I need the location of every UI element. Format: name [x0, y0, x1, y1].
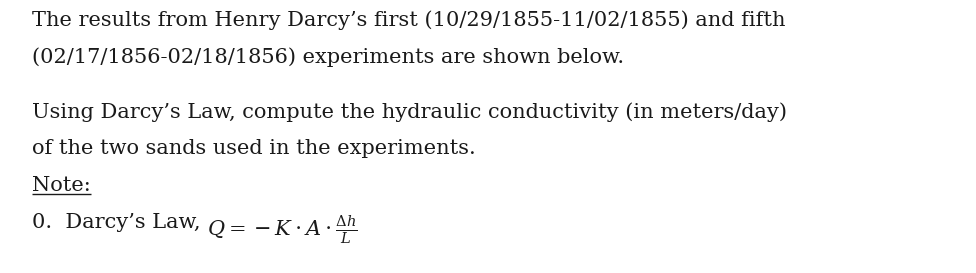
Text: Using Darcy’s Law, compute the hydraulic conductivity (in meters/day): Using Darcy’s Law, compute the hydraulic… [32, 102, 787, 122]
Text: Note:: Note: [32, 176, 91, 195]
Text: of the two sands used in the experiments.: of the two sands used in the experiments… [32, 139, 475, 158]
Text: The results from Henry Darcy’s first (10/29/1855-11/02/1855) and fifth: The results from Henry Darcy’s first (10… [32, 10, 786, 30]
Text: (02/17/1856-02/18/1856) experiments are shown below.: (02/17/1856-02/18/1856) experiments are … [32, 47, 624, 67]
Text: $Q = -K \cdot A \cdot \frac{\Delta h}{L}$: $Q = -K \cdot A \cdot \frac{\Delta h}{L}… [207, 213, 358, 245]
Text: 0.  Darcy’s Law,: 0. Darcy’s Law, [32, 213, 207, 232]
